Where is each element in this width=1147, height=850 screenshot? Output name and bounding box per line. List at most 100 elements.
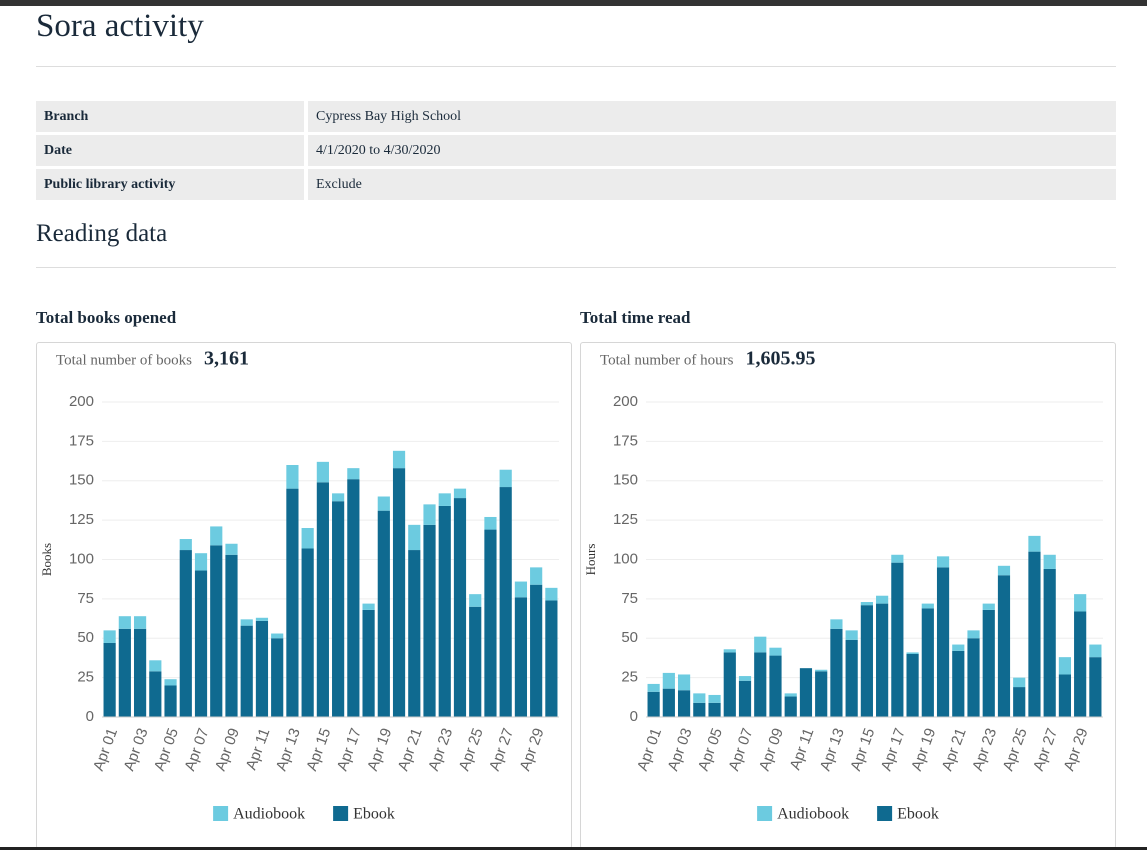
bar-segment: [982, 603, 995, 610]
bar-segment: [332, 493, 345, 502]
x-tick-label: Apr 15: [847, 726, 878, 773]
bar-segment: [1013, 687, 1026, 717]
bar-segment: [362, 603, 375, 610]
bar-segment: [1058, 674, 1072, 717]
x-tick-label: Apr 29: [1061, 726, 1092, 773]
bar-segment: [815, 669, 828, 672]
bar-segment: [815, 671, 828, 717]
x-tick-label: Apr 27: [1030, 726, 1061, 773]
x-tick-label: Apr 01: [634, 726, 665, 773]
y-axis-label: Books: [39, 543, 54, 576]
legend-label: Ebook: [353, 806, 395, 823]
legend-label: Audiobook: [777, 806, 849, 823]
bar-segment: [860, 602, 873, 606]
bar-segment: [225, 543, 238, 555]
bar-segment: [1074, 611, 1087, 717]
bar-segment: [210, 545, 223, 717]
bar-segment: [103, 642, 116, 717]
bar-segment: [723, 652, 736, 717]
summary-value: 3,161: [204, 348, 249, 370]
legend-swatch: [333, 806, 349, 821]
bar-segment: [708, 694, 721, 703]
y-tick-label: 200: [613, 393, 638, 410]
bar-segment: [784, 696, 797, 717]
y-tick-label: 75: [621, 590, 638, 607]
bar-segment: [997, 565, 1011, 576]
x-tick-label: Apr 17: [334, 726, 365, 773]
bar-segment: [225, 554, 238, 717]
bar-segment: [286, 488, 299, 717]
x-tick-label: Apr 19: [908, 726, 939, 773]
bar-segment: [952, 650, 965, 717]
table-row: Public library activity Exclude: [36, 169, 1116, 200]
x-tick-label: Apr 11: [243, 726, 274, 772]
bar-segment: [514, 597, 528, 717]
y-tick-label: 125: [69, 511, 94, 528]
bar-segment: [1028, 535, 1041, 552]
y-tick-label: 0: [86, 708, 94, 725]
row-value: Exclude: [308, 169, 1116, 200]
x-tick-label: Apr 25: [456, 726, 487, 773]
bar-segment: [754, 636, 767, 653]
legend-swatch: [757, 806, 773, 821]
y-tick-label: 125: [613, 511, 638, 528]
bar-segment: [255, 617, 269, 621]
x-tick-label: Apr 21: [395, 726, 426, 773]
bar-segment: [784, 693, 797, 697]
bar-segment: [377, 510, 390, 717]
legend-label: Audiobook: [233, 806, 305, 823]
bar-segment: [1074, 594, 1087, 612]
x-tick-label: Apr 23: [969, 726, 1000, 773]
bar-segment: [255, 620, 269, 717]
legend-swatch: [213, 806, 229, 821]
bar-segment: [286, 465, 299, 489]
bar-segment: [967, 630, 980, 639]
x-tick-label: Apr 05: [695, 726, 726, 773]
chart: Total number of books 3,161 0 25 50 75 100 125 1…: [36, 342, 572, 849]
bar-segment: [876, 603, 889, 717]
y-tick-label: 75: [77, 590, 94, 607]
x-tick-label: Apr 23: [425, 726, 456, 773]
bar-segment: [921, 608, 934, 717]
bar-segment: [179, 550, 192, 717]
divider: [36, 66, 1116, 67]
x-tick-label: Apr 09: [756, 726, 787, 773]
bar-segment: [921, 603, 934, 609]
chart-panel: Total books opened Total number of books…: [36, 308, 572, 849]
bar-segment: [1043, 568, 1056, 717]
bar-segment: [362, 609, 375, 717]
bar-segment: [453, 488, 467, 499]
bar-segment: [332, 501, 345, 717]
legend-label: Ebook: [897, 806, 939, 823]
summary-label: Total number of hours: [600, 352, 734, 368]
row-label: Date: [36, 135, 308, 166]
bar-segment: [377, 496, 390, 511]
x-tick-label: Apr 21: [939, 726, 970, 773]
bar-segment: [967, 638, 980, 717]
bar-segment: [149, 671, 162, 717]
y-tick-label: 175: [613, 432, 638, 449]
bar-segment: [997, 575, 1011, 717]
chart-title: Total books opened: [36, 308, 177, 327]
filter-table: Branch Cypress Bay High School Date 4/1/20…: [36, 98, 1116, 203]
bar-segment: [769, 655, 782, 717]
y-tick-label: 150: [69, 472, 94, 489]
bar-segment: [530, 584, 543, 717]
x-tick-label: Apr 13: [273, 726, 304, 773]
bar-segment: [392, 450, 406, 469]
bar-segment: [662, 672, 675, 689]
y-tick-label: 50: [621, 629, 638, 646]
bar-segment: [708, 702, 721, 717]
bar-segment: [103, 630, 116, 643]
bar-segment: [408, 550, 421, 717]
chart-panel: Total time read Total number of hours 1,6…: [580, 308, 1116, 849]
x-tick-label: Apr 13: [817, 726, 848, 773]
bar-segment: [1013, 677, 1026, 688]
x-tick-label: Apr 25: [1000, 726, 1031, 773]
bar-segment: [738, 676, 752, 681]
bar-segment: [647, 691, 660, 717]
y-axis-label: Hours: [583, 544, 598, 576]
table-row: Date 4/1/2020 to 4/30/2020: [36, 135, 1116, 166]
bar-segment: [392, 468, 406, 717]
